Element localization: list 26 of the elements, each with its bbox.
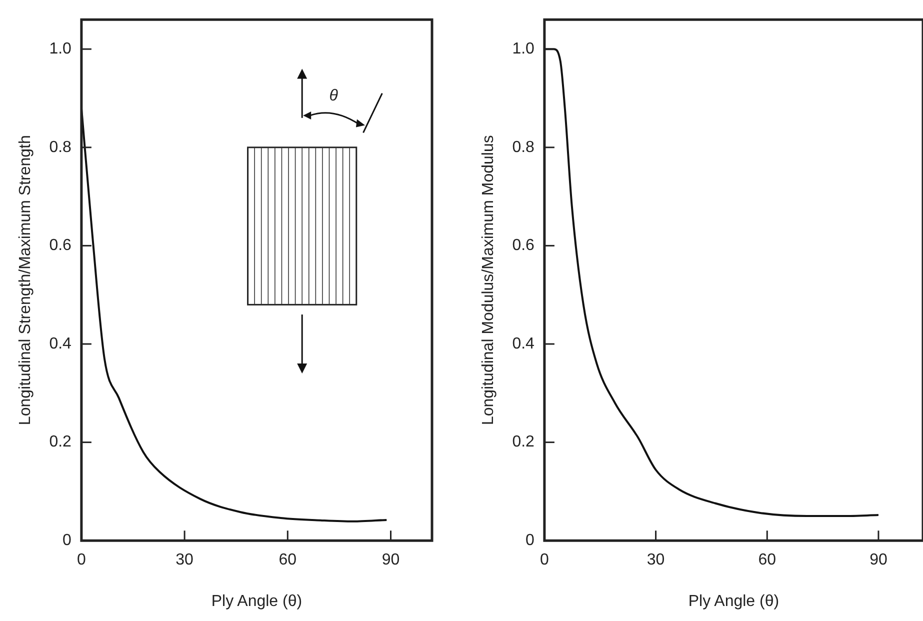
- annotation: θ: [329, 88, 338, 105]
- y-tick-label: 1.0: [49, 40, 72, 58]
- x-tick-label: 30: [176, 552, 194, 569]
- x-tick-label: 30: [646, 552, 665, 569]
- y-axis-title: Longitudinal Strength/Maximum Strength: [17, 135, 34, 426]
- y-tick-label: 0: [62, 532, 72, 550]
- x-tick-label: 0: [540, 552, 549, 569]
- x-axis-title: Ply Angle (θ): [688, 592, 780, 610]
- x-axis-title: Ply Angle (θ): [211, 592, 302, 610]
- y-tick-label: 0.8: [49, 138, 72, 156]
- x-tick-label: 0: [76, 552, 86, 569]
- x-tick-label: 60: [278, 552, 297, 569]
- x-tick-label: 60: [758, 552, 776, 569]
- x-tick-label: 90: [382, 552, 400, 569]
- y-tick-label: 0.6: [512, 237, 535, 254]
- y-tick-label: 0.2: [49, 434, 72, 451]
- y-tick-label: 0.6: [49, 237, 72, 254]
- y-tick-label: 0.8: [512, 138, 535, 156]
- y-tick-label: 1.0: [512, 40, 535, 58]
- y-tick-label: 0: [526, 532, 535, 550]
- y-axis-title: Longitudinal Modulus/Maximum Modulus: [480, 135, 498, 426]
- line-series: [544, 48, 880, 518]
- y-tick-label: 0.2: [512, 434, 535, 451]
- y-tick-label: 0.4: [49, 335, 72, 352]
- x-tick-label: 90: [870, 552, 888, 569]
- y-tick-label: 0.4: [512, 335, 535, 352]
